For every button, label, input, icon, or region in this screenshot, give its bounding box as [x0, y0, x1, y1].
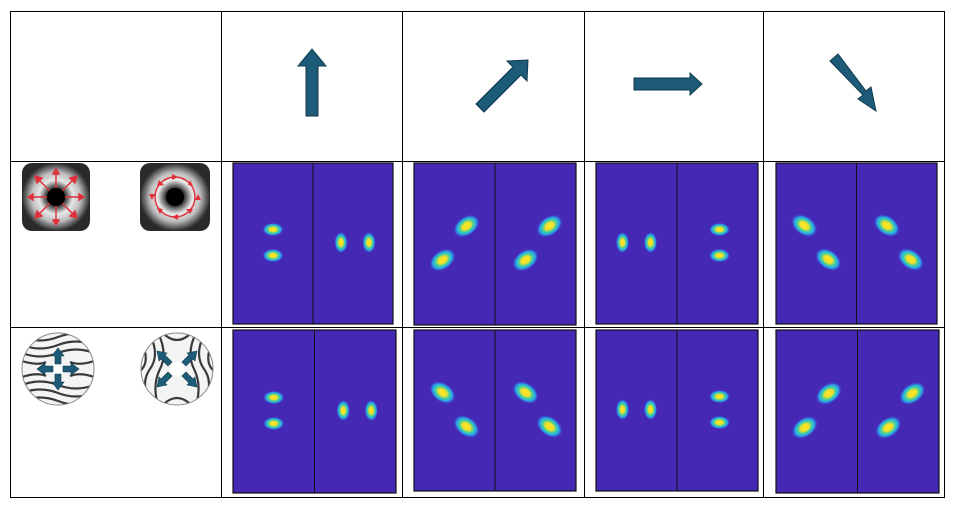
intensity-lobe: [262, 390, 285, 405]
intensity-lobe: [428, 380, 457, 405]
intensity-lobe: [873, 213, 901, 238]
intensity-lobe: [262, 222, 284, 237]
simulation-panel: [232, 329, 397, 494]
intensity-lobe: [452, 414, 481, 439]
intensity-lobe: [791, 415, 819, 440]
intensity-lobe: [511, 248, 540, 272]
intensity-lobe: [708, 222, 731, 237]
intensity-lobe: [897, 247, 925, 272]
arrow-up-right-icon: [475, 59, 529, 113]
intensity-lobe: [643, 398, 658, 421]
intensity-lobe: [362, 231, 376, 254]
intensity-lobe: [708, 415, 731, 430]
simulation-panel: [775, 162, 938, 325]
intensity-lobe: [262, 248, 284, 263]
simulation-panel: [232, 162, 394, 325]
intensity-lobe: [535, 214, 564, 238]
intensity-lobe: [511, 380, 540, 405]
intensity-lobe: [334, 231, 348, 254]
intensity-lobe: [708, 389, 731, 404]
intensity-lobe: [615, 398, 630, 421]
arrow-right-icon: [633, 71, 703, 97]
simulation-panel: [775, 329, 940, 494]
intensity-lobe: [262, 416, 285, 431]
simulation-panel: [413, 329, 577, 492]
simulation-panel: [413, 162, 577, 326]
table-grid: [10, 11, 945, 498]
simulation-panel: [595, 162, 759, 325]
arrow-down-right-icon: [829, 53, 877, 113]
header-row: [296, 48, 877, 117]
intensity-lobe: [535, 414, 564, 439]
intensity-lobe: [898, 381, 926, 406]
simulation-panels: [232, 162, 940, 494]
intensity-lobe: [815, 381, 843, 406]
intensity-lobe: [615, 231, 630, 254]
simulation-panel: [595, 329, 759, 492]
q-plate-diagonal-icon: [140, 332, 214, 406]
intensity-lobe: [708, 248, 731, 263]
q-plate-radial-icon: [21, 332, 95, 406]
intensity-lobe: [814, 247, 842, 272]
intensity-lobe: [643, 231, 658, 254]
radial-vector-beam-icon: [22, 163, 90, 231]
intensity-lobe: [790, 213, 818, 238]
arrow-up-icon: [296, 48, 328, 117]
intensity-lobe: [364, 399, 379, 422]
intensity-lobe: [336, 399, 351, 422]
intensity-lobe: [874, 415, 902, 440]
intensity-lobe: [428, 248, 457, 272]
azimuthal-vector-beam-icon: [140, 163, 210, 231]
intensity-lobe: [452, 214, 481, 238]
